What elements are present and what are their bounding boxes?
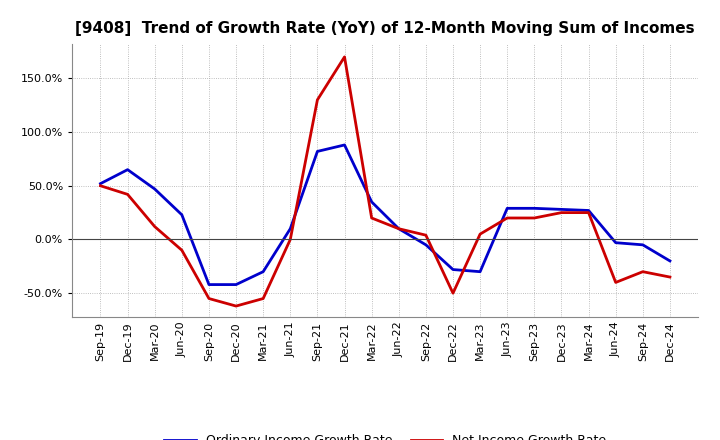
- Net Income Growth Rate: [123, 192, 132, 197]
- Net Income Growth Rate: [232, 304, 240, 309]
- Ordinary Income Growth Rate: [367, 199, 376, 205]
- Ordinary Income Growth Rate: [557, 207, 566, 212]
- Net Income Growth Rate: [204, 296, 213, 301]
- Legend: Ordinary Income Growth Rate, Net Income Growth Rate: Ordinary Income Growth Rate, Net Income …: [159, 429, 611, 440]
- Ordinary Income Growth Rate: [611, 240, 620, 246]
- Ordinary Income Growth Rate: [313, 149, 322, 154]
- Ordinary Income Growth Rate: [639, 242, 647, 247]
- Line: Net Income Growth Rate: Net Income Growth Rate: [101, 57, 670, 306]
- Ordinary Income Growth Rate: [123, 167, 132, 172]
- Ordinary Income Growth Rate: [232, 282, 240, 287]
- Ordinary Income Growth Rate: [503, 205, 511, 211]
- Net Income Growth Rate: [395, 226, 403, 231]
- Ordinary Income Growth Rate: [286, 226, 294, 231]
- Line: Ordinary Income Growth Rate: Ordinary Income Growth Rate: [101, 145, 670, 285]
- Net Income Growth Rate: [259, 296, 268, 301]
- Ordinary Income Growth Rate: [584, 208, 593, 213]
- Ordinary Income Growth Rate: [395, 226, 403, 231]
- Net Income Growth Rate: [476, 231, 485, 237]
- Ordinary Income Growth Rate: [665, 258, 674, 264]
- Ordinary Income Growth Rate: [449, 267, 457, 272]
- Ordinary Income Growth Rate: [421, 242, 430, 247]
- Net Income Growth Rate: [341, 54, 349, 59]
- Ordinary Income Growth Rate: [178, 212, 186, 217]
- Net Income Growth Rate: [367, 215, 376, 220]
- Title: [9408]  Trend of Growth Rate (YoY) of 12-Month Moving Sum of Incomes: [9408] Trend of Growth Rate (YoY) of 12-…: [76, 21, 695, 36]
- Net Income Growth Rate: [96, 183, 105, 188]
- Ordinary Income Growth Rate: [530, 205, 539, 211]
- Ordinary Income Growth Rate: [341, 142, 349, 147]
- Net Income Growth Rate: [530, 215, 539, 220]
- Net Income Growth Rate: [611, 280, 620, 285]
- Net Income Growth Rate: [503, 215, 511, 220]
- Net Income Growth Rate: [150, 224, 159, 229]
- Ordinary Income Growth Rate: [259, 269, 268, 274]
- Ordinary Income Growth Rate: [96, 181, 105, 186]
- Net Income Growth Rate: [639, 269, 647, 274]
- Net Income Growth Rate: [286, 237, 294, 242]
- Net Income Growth Rate: [421, 232, 430, 238]
- Ordinary Income Growth Rate: [476, 269, 485, 274]
- Net Income Growth Rate: [584, 210, 593, 215]
- Net Income Growth Rate: [665, 275, 674, 280]
- Ordinary Income Growth Rate: [204, 282, 213, 287]
- Net Income Growth Rate: [313, 97, 322, 103]
- Net Income Growth Rate: [449, 290, 457, 296]
- Net Income Growth Rate: [557, 210, 566, 215]
- Ordinary Income Growth Rate: [150, 187, 159, 192]
- Net Income Growth Rate: [178, 248, 186, 253]
